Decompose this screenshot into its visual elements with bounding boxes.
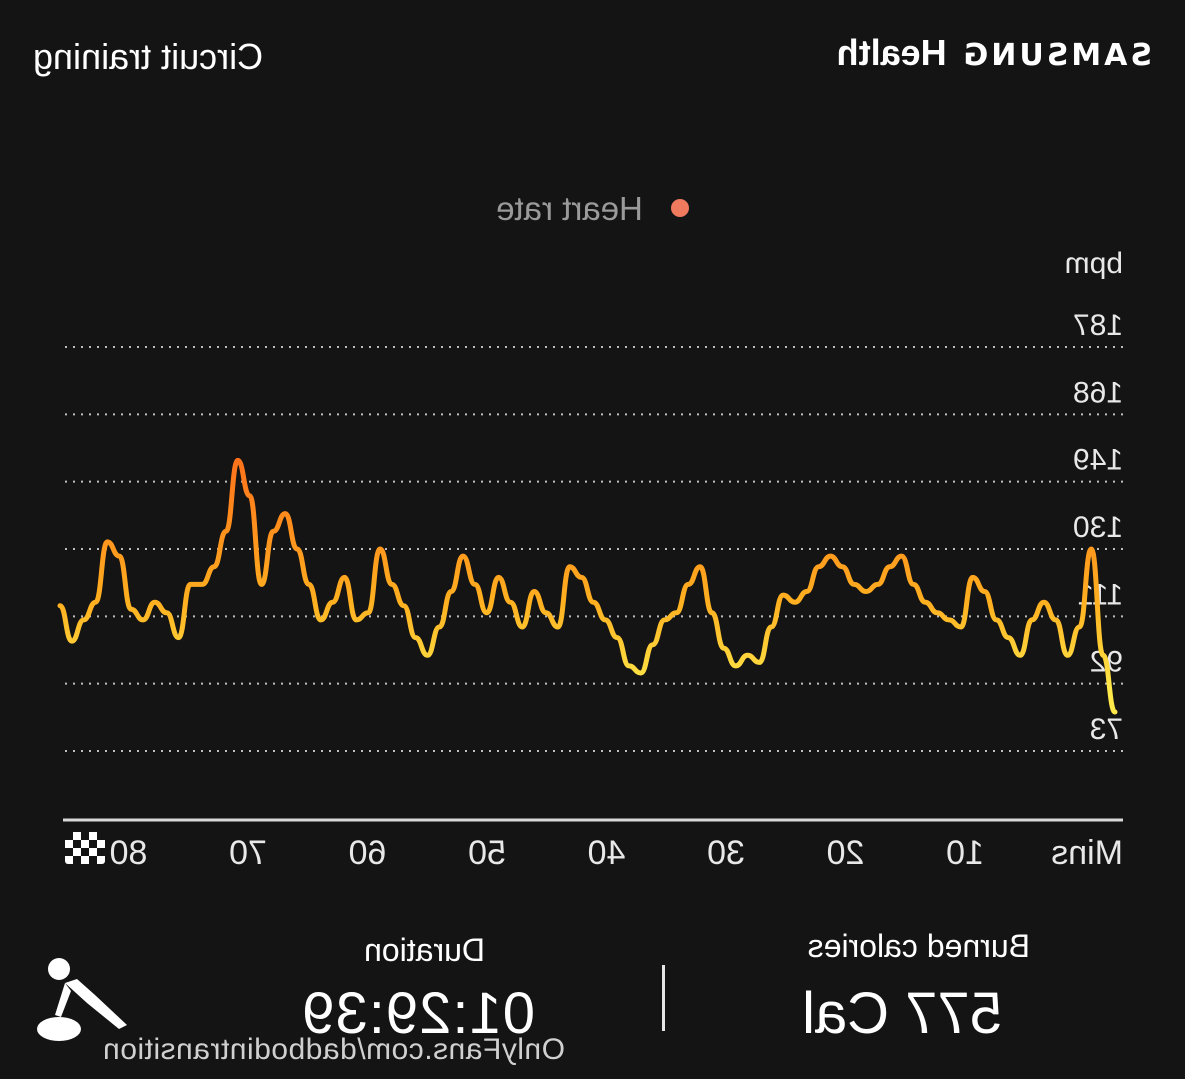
flag-square <box>89 840 97 848</box>
x-tick-label: 60 <box>349 834 387 872</box>
y-tick-label: 149 <box>1073 444 1123 477</box>
flag-square <box>81 832 89 840</box>
flag-square <box>65 832 73 840</box>
flag-square <box>81 848 89 856</box>
flag-square <box>73 856 81 864</box>
x-tick-label: 70 <box>229 834 267 872</box>
summary-divider <box>662 965 665 1031</box>
x-axis-ticks: 10 20 30 40 50 60 70 80 <box>110 834 984 872</box>
flag-square <box>89 856 97 864</box>
x-tick-label: 50 <box>468 834 506 872</box>
heart-rate-series-line <box>57 457 1118 715</box>
y-tick-label: 73 <box>1090 713 1123 746</box>
flag-square <box>73 840 81 848</box>
grid-lines <box>63 346 1123 752</box>
x-tick-label: 30 <box>707 834 745 872</box>
x-tick-label: 10 <box>946 834 984 872</box>
y-tick-label: 130 <box>1073 511 1123 544</box>
flag-square <box>97 848 105 856</box>
checkered-flag-icon <box>65 832 105 864</box>
circuit-training-figure-icon <box>37 958 127 1041</box>
flag-square <box>97 832 105 840</box>
y-axis-label: bpm <box>1065 247 1123 280</box>
x-tick-label: 40 <box>588 834 626 872</box>
duration-label: Duration <box>364 932 485 968</box>
x-axis-label: Mins <box>1051 834 1123 872</box>
burned-calories-label: Burned calories <box>807 928 1030 964</box>
x-tick-label: 20 <box>827 834 865 872</box>
watermark-text: OnlyFans.com/dadbodintransition <box>102 1033 565 1066</box>
x-tick-label: 80 <box>110 834 148 872</box>
flag-square <box>65 848 73 856</box>
burned-calories-value: 577 Cal <box>802 981 1002 1046</box>
y-tick-label: 168 <box>1073 376 1123 409</box>
y-tick-label: 187 <box>1073 309 1123 342</box>
